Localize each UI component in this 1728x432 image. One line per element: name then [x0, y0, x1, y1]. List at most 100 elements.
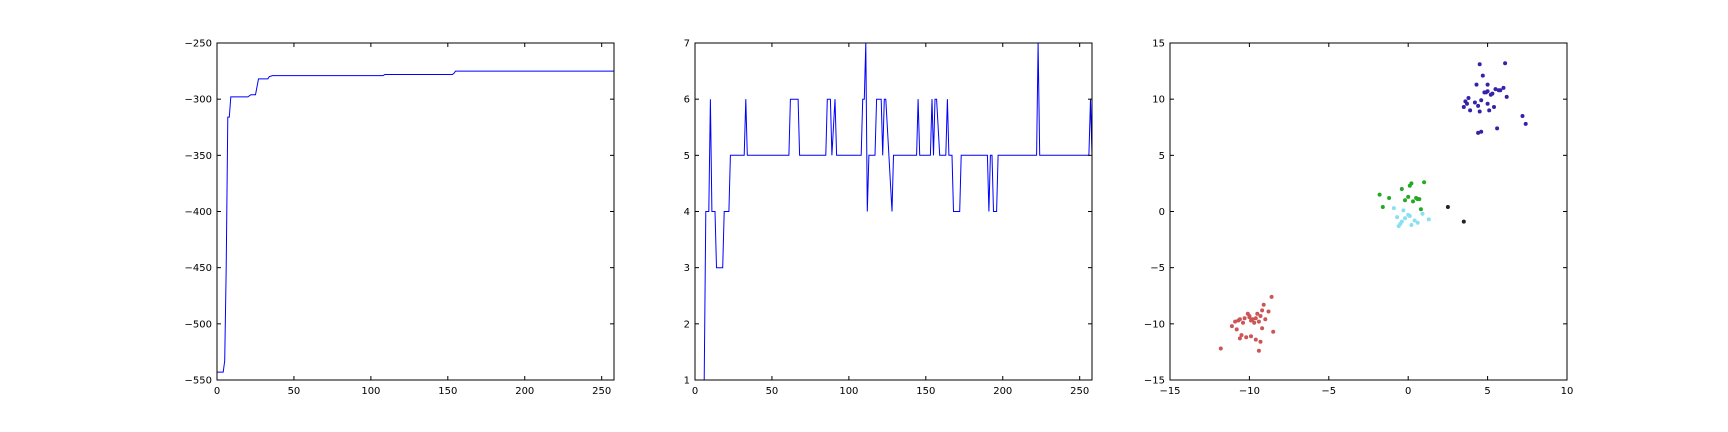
y-tick-label: −450 — [185, 263, 212, 274]
scatter-point — [1415, 220, 1420, 225]
scatter-point — [1260, 326, 1265, 331]
axes-frame — [694, 42, 1093, 381]
scatter-point — [1253, 316, 1258, 321]
scatter-point — [1253, 337, 1258, 342]
chart-panel-cluster-scatter: −15 −10 −5 0 5 10 −15 −10 −5 0 5 10 15 — [1144, 39, 1573, 398]
x-tick-label: 200 — [993, 386, 1012, 397]
y-tick-label: −250 — [185, 39, 212, 50]
scatter-point — [1461, 219, 1466, 224]
series-line-0 — [695, 43, 1092, 380]
x-tick-label: 50 — [288, 386, 301, 397]
plot-area — [217, 70, 614, 373]
scatter-point — [1409, 181, 1414, 186]
x-tick-label: 100 — [361, 386, 380, 397]
scatter-point — [1234, 327, 1239, 332]
scatter-point — [1477, 62, 1482, 67]
scatter-point — [1396, 224, 1401, 229]
y-tick-label: 5 — [1159, 151, 1165, 162]
scatter-point — [1417, 197, 1422, 202]
scatter-point — [1495, 126, 1500, 131]
scatter-point — [1241, 320, 1245, 325]
scatter-point — [1420, 211, 1425, 216]
chart-panel-convergence: 0 50 100 150 200 250 −550 −500 −450 −400 −350 −300 −… — [185, 39, 615, 397]
scatter-point — [1255, 311, 1260, 316]
scatter-point — [1247, 314, 1252, 318]
scatter-point — [1399, 187, 1404, 191]
scatter-point — [1523, 121, 1528, 126]
y-tick-label: 2 — [684, 319, 690, 330]
y-tick-label: −15 — [1144, 376, 1165, 387]
scatter-point — [1492, 105, 1496, 109]
y-tick-label: 4 — [684, 207, 690, 218]
scatter-point — [1504, 94, 1509, 99]
y-tick-label: 0 — [1159, 207, 1165, 218]
x-tick-label: 200 — [515, 386, 534, 397]
scatter-point — [1461, 105, 1466, 109]
scatter-point — [1403, 216, 1407, 221]
axes-frame — [1169, 42, 1568, 381]
scatter-point — [1496, 88, 1501, 93]
y-tick-label: 6 — [684, 95, 690, 106]
scatter-point — [1263, 317, 1268, 322]
scatter-point — [1266, 309, 1271, 314]
scatter-point — [1237, 336, 1242, 341]
scatter-point — [1237, 317, 1242, 322]
scatter-point — [1260, 308, 1265, 313]
scatter-point — [1401, 208, 1406, 213]
scatter-point — [1484, 90, 1488, 95]
scatter-point — [1249, 334, 1253, 339]
scatter-point — [1472, 100, 1477, 105]
scatter-point — [1244, 335, 1249, 340]
scatter-point — [1493, 87, 1498, 92]
y-tick-label: 1 — [684, 376, 690, 387]
x-tick-label: −15 — [1159, 386, 1180, 397]
scatter-point — [1479, 98, 1484, 103]
scatter-point — [1252, 320, 1257, 325]
x-tick-label: 0 — [214, 386, 220, 397]
scatter-point — [1271, 329, 1276, 334]
scatter-point — [1256, 348, 1261, 353]
scatter-point — [1391, 206, 1396, 211]
scatter-point — [1501, 85, 1506, 90]
y-tick-label: 5 — [684, 151, 690, 162]
x-tick-label: 0 — [1405, 386, 1411, 397]
scatter-point — [1380, 205, 1385, 209]
scatter-point — [1407, 214, 1412, 218]
scatter-point — [1480, 73, 1485, 78]
scatter-point — [1229, 324, 1234, 329]
scatter-point — [1269, 294, 1274, 299]
x-tick-label: 250 — [592, 386, 611, 397]
y-tick-label: −5 — [1150, 263, 1165, 274]
scatter-point — [1399, 219, 1404, 224]
scatter-point — [1412, 218, 1417, 223]
scatter-point — [1474, 82, 1479, 87]
scatter-point — [1465, 101, 1469, 106]
scatter-point — [1487, 108, 1492, 113]
y-tick-label: −400 — [185, 207, 212, 218]
scatter-point — [1250, 317, 1255, 322]
y-tick-label: −550 — [185, 376, 212, 387]
y-tick-label: 15 — [1152, 39, 1165, 50]
x-tick-label: −5 — [1321, 386, 1336, 397]
scatter-point — [1426, 217, 1431, 222]
y-tick-label: −10 — [1144, 319, 1165, 330]
scatter-point — [1242, 316, 1247, 321]
scatter-point — [1411, 199, 1415, 204]
scatter-point — [1476, 103, 1481, 108]
scatter-point — [1258, 314, 1263, 318]
x-tick-label: 100 — [839, 386, 858, 397]
x-tick-label: 150 — [438, 386, 457, 397]
scatter-point — [1422, 180, 1427, 185]
scatter-point — [1445, 205, 1450, 209]
plot-area — [695, 43, 1092, 380]
scatter-point — [1406, 194, 1411, 199]
y-tick-label: −500 — [185, 319, 212, 330]
scatter-point — [1261, 302, 1266, 307]
x-tick-label: 5 — [1484, 386, 1490, 397]
scatter-point — [1479, 129, 1484, 134]
scatter-point — [1409, 223, 1414, 227]
y-tick-label: 10 — [1152, 95, 1165, 106]
y-tick-label: −350 — [185, 151, 212, 162]
scatter-point — [1256, 319, 1261, 324]
